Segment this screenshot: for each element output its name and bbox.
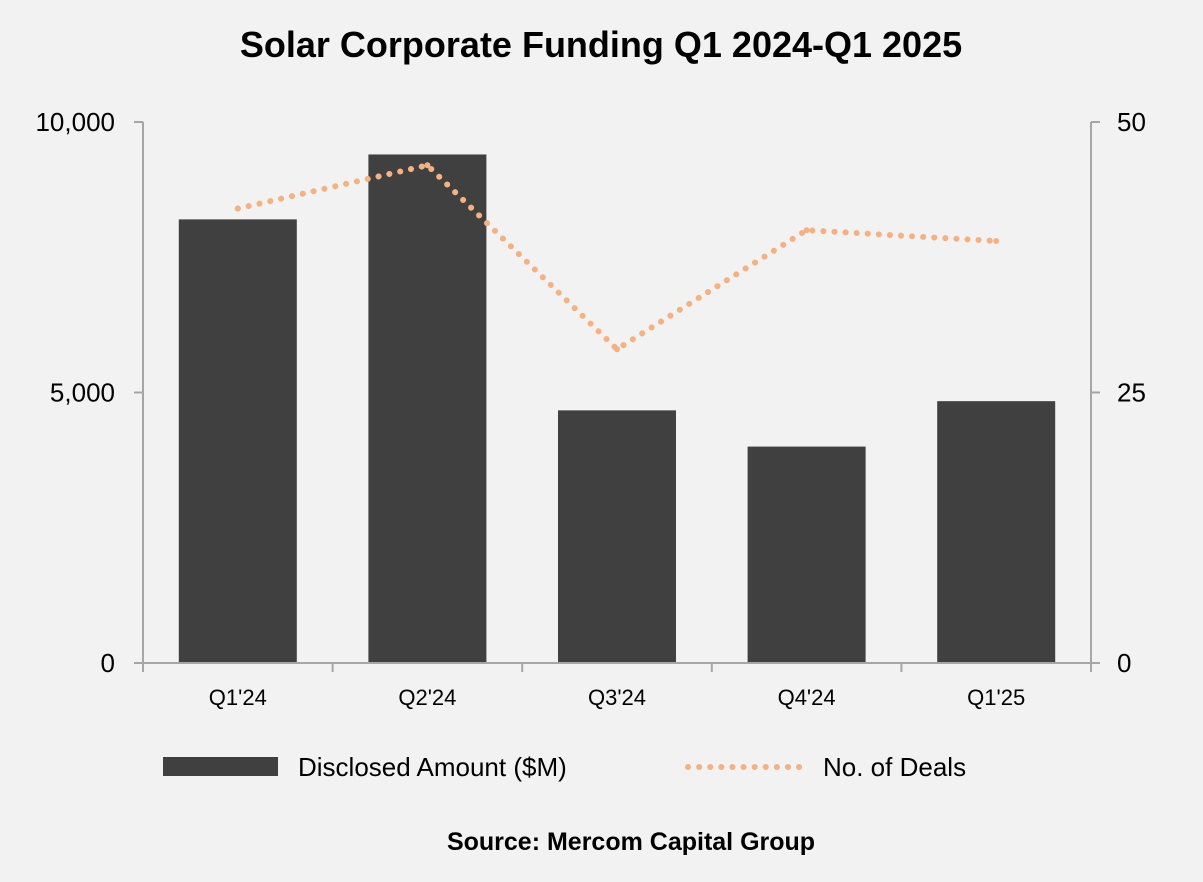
- right-y-tick-label: 25: [1117, 378, 1146, 408]
- left-y-tick-label: 10,000: [35, 107, 115, 137]
- x-tick-label: Q3'24: [588, 685, 646, 710]
- x-tick-label: Q4'24: [778, 685, 836, 710]
- right-y-tick-label: 0: [1117, 648, 1131, 678]
- x-tick-label: Q1'24: [209, 685, 267, 710]
- deals-line-layer: [234, 162, 1000, 353]
- tick-labels-layer: 0 5,000 10,000 0 25 50 Q1'24 Q2'24 Q3'24 Q4'24 Q1'…: [35, 107, 1145, 710]
- left-y-tick-label: 5,000: [50, 378, 115, 408]
- deals-point: [803, 227, 810, 234]
- deals-line: [234, 162, 1000, 353]
- legend: Disclosed Amount ($M) No. of Deals: [163, 752, 966, 782]
- left-y-tick-label: 0: [101, 648, 115, 678]
- bar-q2-24: [368, 154, 487, 663]
- deals-point: [424, 162, 431, 169]
- chart-title: Solar Corporate Funding Q1 2024-Q1 2025: [240, 24, 962, 65]
- bar-q4-24: [747, 446, 866, 663]
- bars-layer: [178, 154, 1056, 663]
- legend-swatch-disclosed-amount: [163, 757, 278, 776]
- bar-q1-25: [937, 401, 1056, 663]
- deals-point: [234, 205, 241, 212]
- bar-q3-24: [558, 410, 676, 663]
- x-tick-label: Q2'24: [398, 685, 456, 710]
- right-y-tick-label: 50: [1117, 107, 1146, 137]
- bar-q1-24: [178, 219, 297, 663]
- legend-label-no-of-deals: No. of Deals: [823, 752, 966, 782]
- legend-label-disclosed-amount: Disclosed Amount ($M): [298, 752, 567, 782]
- deals-point: [993, 238, 1000, 245]
- axes-layer: [134, 121, 1100, 672]
- deals-point: [614, 346, 620, 353]
- x-tick-label: Q1'25: [967, 685, 1025, 710]
- source-note: Source: Mercom Capital Group: [447, 828, 815, 856]
